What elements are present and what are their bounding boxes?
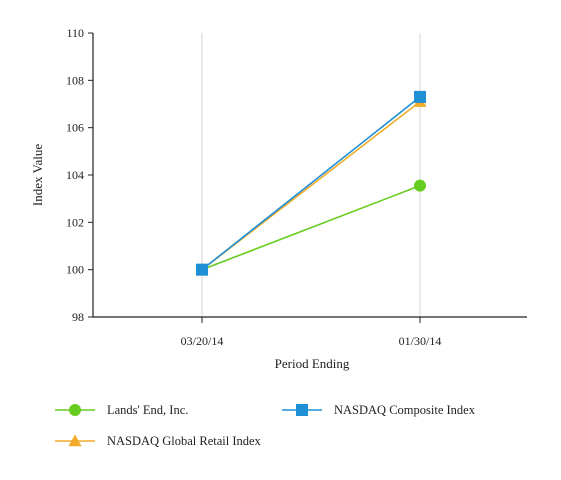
x-ticks: 03/20/14 01/30/14 bbox=[181, 317, 442, 348]
legend-marker bbox=[69, 404, 81, 416]
x-tick-label: 03/20/14 bbox=[181, 334, 224, 348]
data-point bbox=[414, 90, 426, 103]
legend-label: NASDAQ Global Retail Index bbox=[107, 434, 262, 448]
series-line bbox=[201, 184, 421, 271]
legend-item: Lands' End, Inc. bbox=[55, 403, 188, 417]
y-tick-label: 110 bbox=[66, 26, 84, 40]
y-tick-label: 102 bbox=[66, 215, 84, 229]
y-tick-label: 100 bbox=[66, 263, 84, 277]
legend-item: NASDAQ Global Retail Index bbox=[55, 434, 262, 448]
series-line bbox=[201, 96, 421, 271]
y-axis-label: Index Value bbox=[30, 144, 45, 206]
axes bbox=[92, 33, 527, 318]
legend-marker bbox=[296, 404, 308, 416]
y-tick-label: 98 bbox=[72, 310, 84, 324]
data-point bbox=[196, 263, 208, 276]
data-point bbox=[414, 179, 426, 192]
series-square bbox=[196, 90, 426, 276]
legend-item: NASDAQ Composite Index bbox=[282, 403, 476, 417]
x-tick-label: 01/30/14 bbox=[399, 334, 442, 348]
legend-label: Lands' End, Inc. bbox=[107, 403, 188, 417]
legend-label: NASDAQ Composite Index bbox=[334, 403, 476, 417]
series-circle bbox=[196, 179, 426, 276]
series-lines bbox=[195, 90, 427, 276]
grid-lines bbox=[201, 33, 421, 317]
y-tick-label: 108 bbox=[66, 73, 84, 87]
legend-marker bbox=[68, 434, 82, 447]
y-tick-label: 106 bbox=[66, 121, 84, 135]
y-tick-label: 104 bbox=[66, 168, 84, 182]
y-ticks: 98 100 102 104 106 108 110 bbox=[66, 26, 93, 324]
legend: Lands' End, Inc. NASDAQ Composite Index NA… bbox=[55, 403, 476, 448]
x-axis-label: Period Ending bbox=[275, 356, 350, 371]
